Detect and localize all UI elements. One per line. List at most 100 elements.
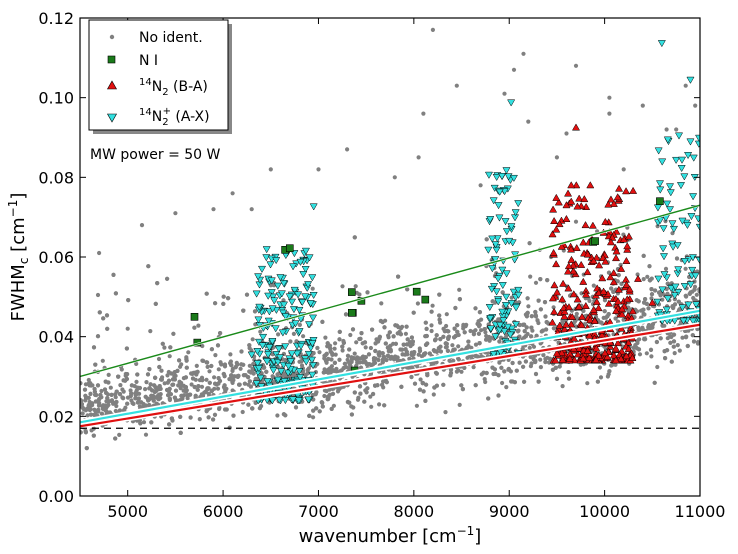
point-n2plus-ax — [484, 246, 493, 254]
point-n2-ba — [557, 242, 566, 250]
point-no-ident — [657, 290, 662, 295]
point-no-ident — [499, 365, 504, 370]
point-n2-ba — [573, 202, 582, 210]
point-n2plus-ax — [288, 396, 298, 404]
point-no-ident — [105, 326, 110, 331]
point-n2-ba — [592, 297, 601, 305]
point-n2-ba — [585, 331, 594, 339]
point-no-ident — [216, 367, 221, 372]
point-no-ident — [443, 345, 448, 350]
point-no-ident — [538, 365, 544, 370]
point-no-ident — [523, 359, 529, 364]
point-n2plus-ax — [492, 246, 501, 254]
point-no-ident — [529, 334, 534, 339]
point-n2plus-ax — [255, 338, 264, 346]
point-no-ident — [451, 347, 456, 352]
point-no-ident — [386, 333, 391, 338]
point-no-ident — [542, 300, 548, 305]
point-n2plus-ax — [285, 293, 294, 301]
point-n2plus-ax — [507, 300, 516, 308]
point-no-ident — [506, 366, 511, 372]
point-n2-ba — [622, 187, 631, 195]
point-no-ident — [386, 353, 391, 358]
point-no-ident — [244, 292, 250, 297]
point-no-ident — [515, 329, 521, 334]
point-n2plus-ax — [491, 333, 500, 341]
point-no-ident — [177, 398, 182, 403]
point-no-ident — [383, 341, 388, 346]
x-tick-label: 6000 — [203, 502, 244, 521]
point-no-ident — [148, 382, 153, 387]
point-no-ident — [167, 354, 172, 359]
point-n2plus-ax — [296, 342, 306, 350]
point-no-ident — [80, 381, 83, 386]
point-n2plus-ax — [673, 242, 682, 250]
point-n2plus-ax — [258, 342, 267, 350]
point-n2plus-ax — [678, 304, 687, 312]
point-no-ident — [213, 353, 218, 358]
point-no-ident — [654, 339, 660, 345]
point-ni — [591, 237, 599, 245]
point-no-ident — [358, 336, 363, 341]
point-no-ident — [100, 358, 105, 363]
point-n2plus-ax — [263, 378, 272, 386]
point-ni — [656, 197, 664, 205]
point-no-ident — [88, 412, 94, 417]
point-no-ident — [91, 433, 96, 438]
x-tick-label: 7000 — [298, 502, 339, 521]
point-n2-ba — [579, 354, 588, 362]
point-no-ident — [473, 353, 478, 359]
point-no-ident — [186, 350, 191, 355]
point-no-ident — [147, 386, 152, 391]
point-no-ident — [398, 332, 403, 337]
point-no-ident — [403, 331, 408, 336]
point-no-ident — [691, 339, 697, 344]
point-no-ident — [196, 384, 201, 389]
point-n2plus-ax — [502, 228, 511, 236]
point-no-ident — [356, 395, 361, 400]
point-no-ident — [183, 389, 189, 394]
point-no-ident — [473, 342, 479, 347]
point-no-ident — [184, 358, 189, 363]
point-no-ident — [408, 340, 413, 345]
point-no-ident — [190, 376, 196, 381]
point-no-ident — [373, 383, 378, 388]
point-n2-ba — [614, 285, 623, 293]
point-n2-ba — [633, 274, 643, 282]
point-n2-ba — [601, 257, 610, 265]
point-no-ident — [652, 380, 657, 385]
point-no-ident — [211, 207, 216, 212]
point-no-ident — [591, 283, 596, 288]
point-n2plus-ax — [680, 173, 689, 181]
point-no-ident — [444, 312, 449, 317]
point-no-ident — [173, 388, 179, 393]
point-no-ident — [526, 304, 531, 309]
point-no-ident — [609, 286, 614, 291]
point-n2plus-ax — [691, 272, 700, 280]
point-no-ident — [460, 387, 465, 392]
point-n2-ba — [595, 261, 604, 269]
point-no-ident — [160, 341, 165, 346]
point-n2-ba — [563, 267, 573, 275]
point-no-ident — [466, 339, 471, 344]
point-n2-ba — [589, 305, 598, 313]
point-no-ident — [418, 377, 423, 382]
point-no-ident — [357, 384, 363, 389]
point-no-ident — [192, 325, 197, 330]
point-no-ident — [354, 340, 359, 345]
point-no-ident — [358, 391, 363, 396]
point-no-ident — [544, 327, 549, 332]
point-n2plus-ax — [680, 258, 689, 266]
point-no-ident — [325, 341, 330, 346]
point-n2plus-ax — [506, 331, 515, 339]
point-no-ident — [533, 280, 539, 285]
point-n2plus-ax — [277, 368, 286, 376]
point-ni — [190, 312, 199, 321]
point-no-ident — [527, 345, 532, 350]
point-no-ident — [641, 307, 646, 312]
point-no-ident — [125, 372, 130, 377]
point-no-ident — [258, 329, 263, 334]
point-n2plus-ax — [498, 282, 507, 290]
point-n2-ba — [597, 331, 607, 339]
point-n2-ba — [615, 184, 624, 192]
